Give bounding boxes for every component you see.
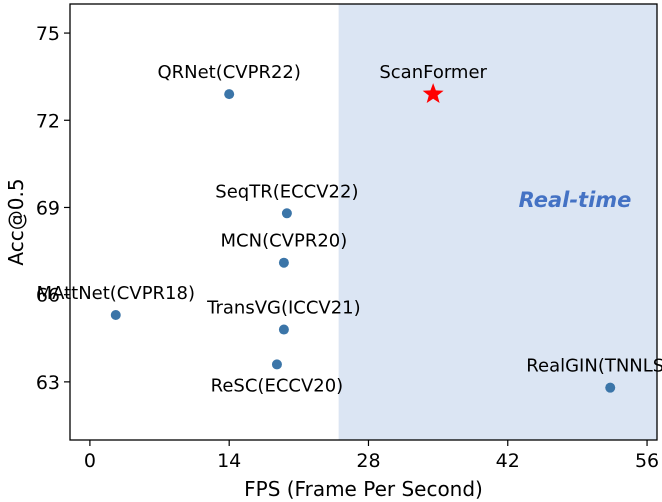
point-label-mattnet-cvpr18: MAttNet(CVPR18) (37, 283, 195, 304)
y-tick-label: 75 (36, 23, 60, 45)
point-label-realgin-tnnls21: RealGIN(TNNLS21) (526, 356, 662, 377)
point-scanformer (422, 83, 444, 104)
data-points: QRNet(CVPR22) ScanFormer SeqTR(ECCV22) MCN(… (37, 62, 662, 396)
x-tick-label: 14 (217, 450, 241, 472)
realtime-region (338, 4, 657, 440)
point-label-scanformer: ScanFormer (379, 62, 487, 83)
y-tick-label: 66 (36, 285, 60, 307)
y-tick-label: 72 (36, 110, 60, 132)
y-tick-label: 69 (36, 197, 60, 219)
x-axis-ticks: 0 14 28 42 56 (84, 440, 659, 472)
x-tick-label: 0 (84, 450, 96, 472)
y-axis-label: Acc@0.5 (4, 178, 28, 265)
point-mattnet-cvpr18 (110, 310, 121, 321)
point-realgin-tnnls21 (605, 382, 616, 393)
y-axis-ticks: 63 66 69 72 75 (36, 23, 70, 394)
y-tick-label: 63 (36, 372, 60, 394)
point-label-mcn-cvpr20: MCN(CVPR20) (221, 231, 348, 252)
point-transvg-iccv21 (278, 324, 289, 335)
x-tick-label: 42 (496, 450, 520, 472)
realtime-region-label: Real-time (519, 188, 632, 212)
point-qrnet-cvpr22 (224, 89, 235, 100)
point-label-transvg-iccv21: TransVG(ICCV21) (206, 298, 361, 319)
point-label-resc-eccv20: ReSC(ECCV20) (211, 375, 344, 396)
x-tick-label: 56 (635, 450, 659, 472)
point-label-seqtr-eccv22: SeqTR(ECCV22) (215, 181, 358, 202)
x-axis-label: FPS (Frame Per Second) (244, 477, 483, 501)
point-label-qrnet-cvpr22: QRNet(CVPR22) (157, 62, 300, 83)
plot-frame (69, 3, 658, 441)
x-tick-label: 28 (356, 450, 380, 472)
point-resc-eccv20 (271, 359, 282, 370)
point-mcn-cvpr20 (278, 257, 289, 268)
point-seqtr-eccv22 (281, 208, 292, 219)
